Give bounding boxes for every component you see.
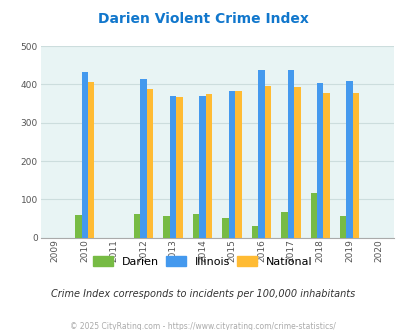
Bar [147,89,153,238]
Bar [205,94,212,238]
Bar [280,212,287,238]
Bar [323,92,329,238]
Bar [316,82,323,238]
Bar [228,91,234,238]
Bar [88,82,94,238]
Bar [234,91,241,238]
Bar [222,218,228,238]
Bar [287,70,293,238]
Text: Darien Violent Crime Index: Darien Violent Crime Index [97,12,308,25]
Text: © 2025 CityRating.com - https://www.cityrating.com/crime-statistics/: © 2025 CityRating.com - https://www.city… [70,322,335,330]
Bar [140,79,147,238]
Bar [339,216,345,238]
Legend: Darien, Illinois, National: Darien, Illinois, National [93,256,312,267]
Bar [176,97,182,238]
Bar [258,70,264,238]
Bar [134,214,140,238]
Bar [163,216,169,238]
Bar [192,214,199,238]
Bar [81,72,88,238]
Bar [310,193,316,238]
Bar [169,96,176,238]
Text: Crime Index corresponds to incidents per 100,000 inhabitants: Crime Index corresponds to incidents per… [51,289,354,299]
Bar [293,87,300,238]
Bar [264,85,271,238]
Bar [199,96,205,238]
Bar [352,92,358,238]
Bar [75,214,81,238]
Bar [251,226,258,238]
Bar [345,82,352,238]
